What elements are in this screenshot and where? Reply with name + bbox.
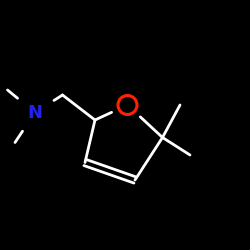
Text: N: N [28,104,42,122]
